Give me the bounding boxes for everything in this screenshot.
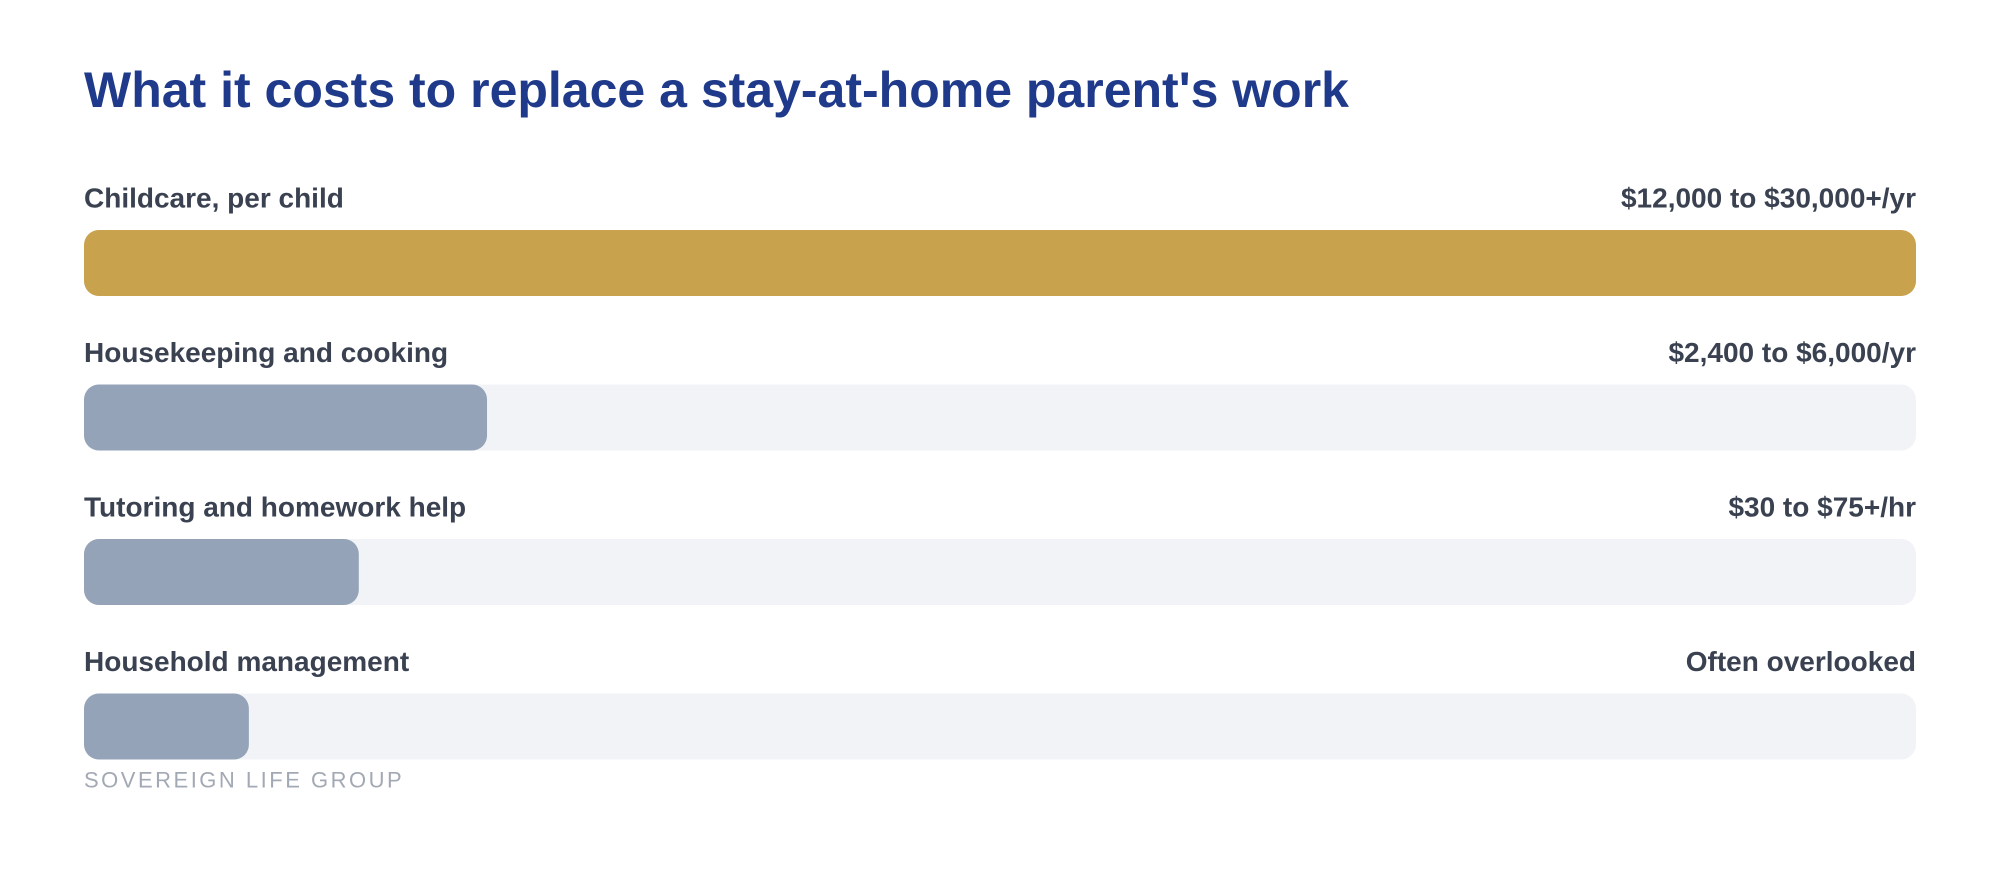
range-label: Often overlooked — [1686, 646, 1916, 677]
range-label: $30 to $75+/hr — [1728, 491, 1916, 522]
bar — [84, 384, 488, 451]
footer: SOVEREIGN LIFE GROUP — [84, 767, 404, 792]
category-label: Tutoring and homework help — [84, 491, 466, 522]
chart-title: What it costs to replace a stay-at-home … — [84, 62, 1349, 118]
bar-track — [84, 539, 1916, 605]
bar — [84, 230, 1916, 296]
category-label: Childcare, per child — [84, 182, 344, 213]
bar-track — [84, 384, 1916, 451]
range-label: $12,000 to $30,000+/yr — [1621, 182, 1916, 213]
bar — [84, 693, 249, 760]
bar — [84, 539, 359, 605]
bar-track — [84, 693, 1916, 760]
category-label: Household management — [84, 646, 409, 677]
category-label: Housekeeping and cooking — [84, 337, 448, 368]
range-label: $2,400 to $6,000/yr — [1668, 337, 1916, 368]
